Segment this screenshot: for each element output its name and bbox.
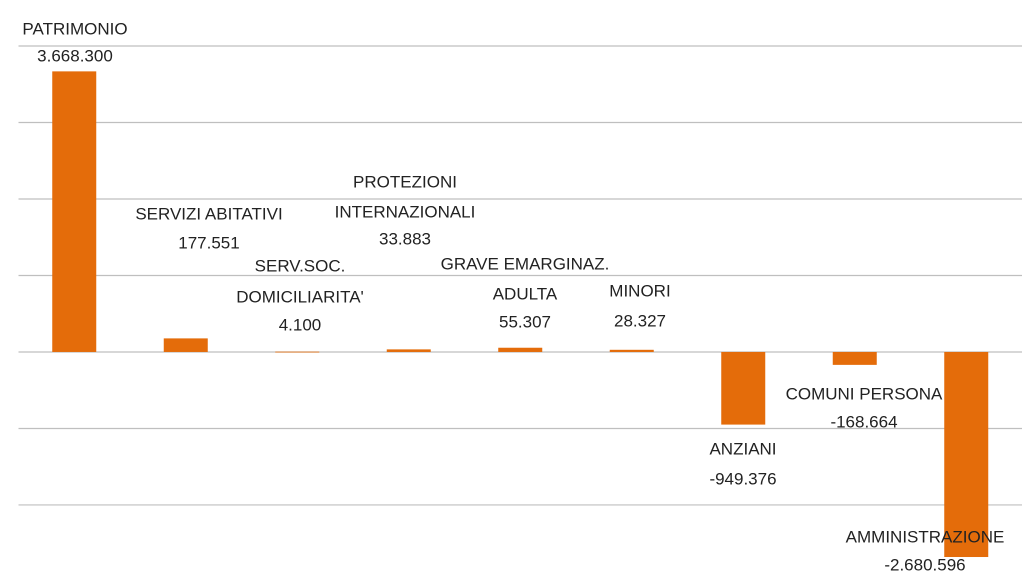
category-label: SERVIZI ABITATIVI [135, 204, 282, 223]
category-label: MINORI [609, 281, 670, 300]
data-label: -2.680.596 [884, 555, 965, 574]
bar [498, 347, 543, 352]
bar [275, 351, 320, 353]
category-label: INTERNAZIONALI [335, 202, 476, 221]
bar [52, 71, 97, 352]
data-label: 4.100 [279, 315, 322, 334]
data-label: 177.551 [178, 233, 239, 252]
bar [163, 338, 208, 352]
category-label: COMUNI PERSONA [786, 384, 943, 403]
bar [386, 349, 431, 352]
bar [832, 351, 877, 365]
category-label: GRAVE EMARGINAZ. [441, 254, 610, 273]
data-label: 3.668.300 [37, 46, 113, 65]
bar [944, 351, 989, 558]
bar [721, 351, 766, 425]
category-label: ANZIANI [709, 439, 776, 458]
category-label: DOMICILIARITA' [236, 287, 364, 306]
data-label: -168.664 [830, 412, 897, 431]
bar [609, 349, 654, 352]
data-label: 28.327 [614, 311, 666, 330]
data-label: -949.376 [709, 469, 776, 488]
category-label: AMMINISTRAZIONE [846, 527, 1005, 546]
data-label: 55.307 [499, 312, 551, 331]
data-label: 33.883 [379, 229, 431, 248]
category-label: PATRIMONIO [22, 19, 127, 38]
category-label: SERV.SOC. [255, 256, 346, 275]
category-label: PROTEZIONI [353, 172, 457, 191]
category-label: ADULTA [493, 284, 558, 303]
